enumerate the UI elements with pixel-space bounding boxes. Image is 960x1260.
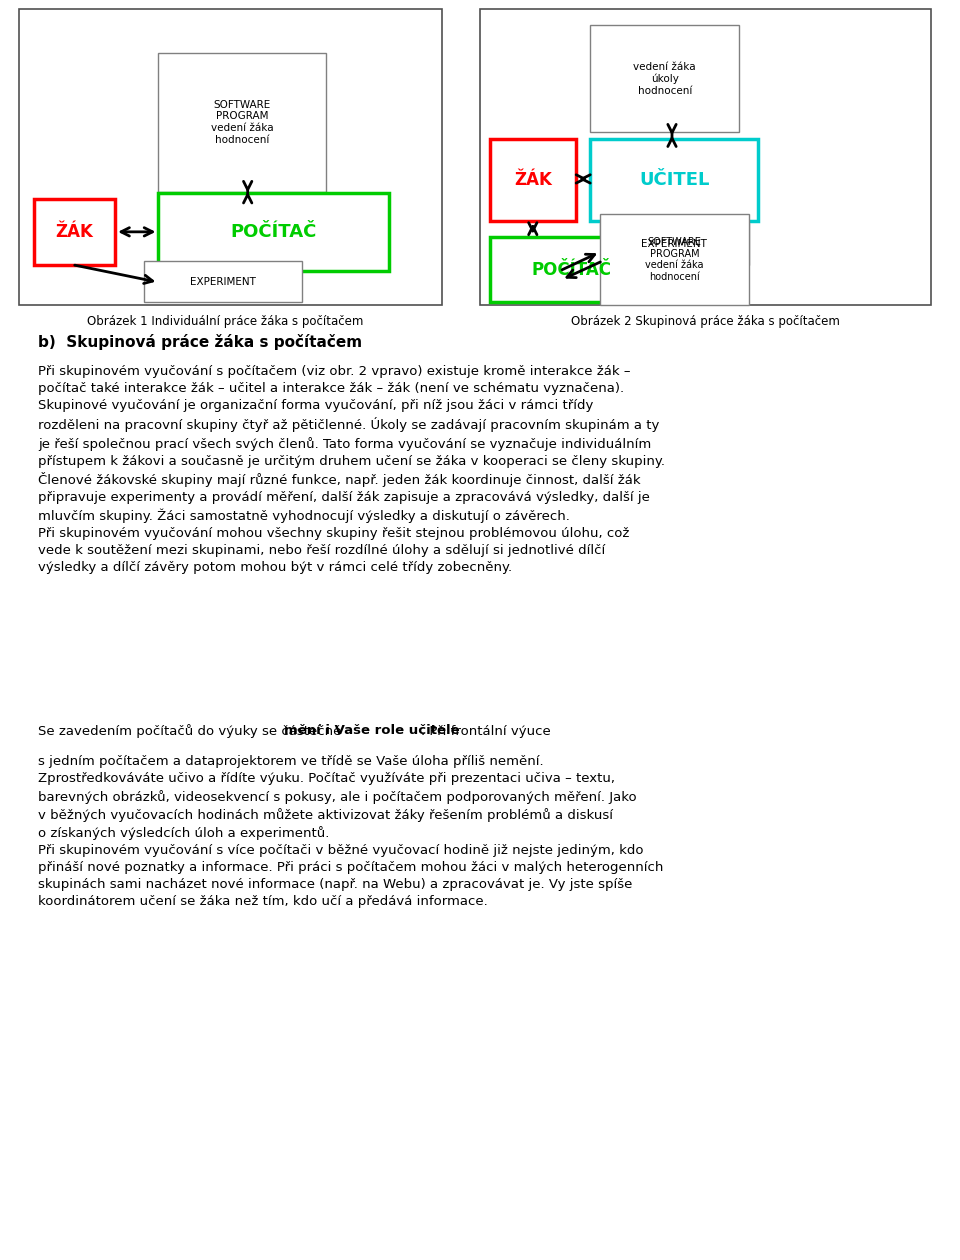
FancyBboxPatch shape [480,9,931,305]
FancyBboxPatch shape [490,237,653,302]
Text: EXPERIMENT: EXPERIMENT [641,239,708,248]
Text: . Při frontální výuce: . Při frontální výuce [421,724,551,737]
Text: b)  Skupinová práce žáka s počítačem: b) Skupinová práce žáka s počítačem [38,334,363,350]
Text: vedení žáka
úkoly
hodnocení: vedení žáka úkoly hodnocení [634,62,696,96]
FancyBboxPatch shape [490,139,576,220]
Text: UČITEL: UČITEL [639,170,709,189]
Text: Obrázek 1 Individuální práce žáka s počítačem: Obrázek 1 Individuální práce žáka s počí… [87,315,364,328]
Text: SOFTWARE
PROGRAM
vedení žáka
hodnocení: SOFTWARE PROGRAM vedení žáka hodnocení [211,100,274,145]
FancyBboxPatch shape [158,193,389,271]
FancyBboxPatch shape [144,261,302,302]
Text: Při skupinovém vyučování s počítačem (viz obr. 2 vpravo) existuje kromě interakc: Při skupinovém vyučování s počítačem (vi… [38,365,665,575]
FancyBboxPatch shape [600,223,749,265]
Text: EXPERIMENT: EXPERIMENT [190,277,256,286]
Text: POČÍTAČ: POČÍTAČ [230,223,317,241]
FancyBboxPatch shape [590,139,758,220]
Text: ŽÁK: ŽÁK [514,170,552,189]
Text: mění i Vaše role učitele: mění i Vaše role učitele [284,724,460,737]
Text: Se zavedením počítačů do výuky se částečně: Se zavedením počítačů do výuky se částeč… [38,724,346,738]
Text: s jedním počítačem a dataprojektorem ve třídě se Vaše úloha příliš nemění.
Zpros: s jedním počítačem a dataprojektorem ve … [38,756,663,908]
FancyBboxPatch shape [19,9,442,305]
Text: SOFTWARE
PROGRAM
vedení žáka
hodnocení: SOFTWARE PROGRAM vedení žáka hodnocení [645,237,704,282]
Text: POČÍTAČ: POČÍTAČ [531,261,612,278]
FancyBboxPatch shape [590,25,739,132]
Text: ŽÁK: ŽÁK [56,223,93,241]
FancyBboxPatch shape [34,199,115,265]
FancyBboxPatch shape [600,214,749,305]
Text: Obrázek 2 Skupinová práce žáka s počítačem: Obrázek 2 Skupinová práce žáka s počítač… [571,315,840,328]
FancyBboxPatch shape [158,53,326,192]
